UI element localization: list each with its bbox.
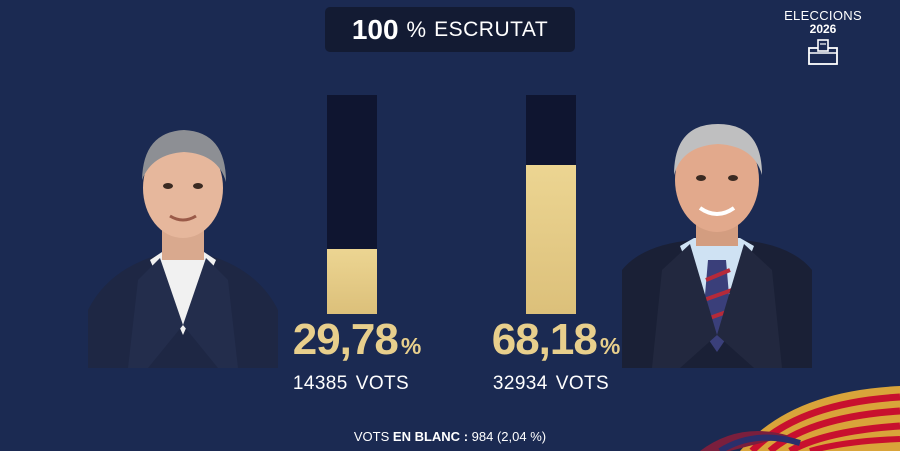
candidate-left-votes-count: 14385 [292, 373, 348, 394]
blank-votes-value: 984 (2,04 %) [471, 429, 547, 444]
candidate-right-percent: 68,18% [476, 318, 636, 362]
candidate-right-bar-fill [526, 164, 576, 314]
candidate-right-votes-label: VOTS [555, 373, 610, 394]
candidate-left-percent-sign: % [400, 333, 422, 359]
scrutiny-unit: % [406, 16, 427, 42]
candidate-left-portrait [88, 120, 278, 368]
blank-votes-prefix: VOTS [353, 429, 390, 444]
candidate-left-votes: 14385 VOTS [271, 373, 431, 395]
scrutiny-value: 100 [351, 13, 399, 45]
senyera-ribbon-decoration [700, 386, 900, 451]
candidate-right-bar [526, 95, 576, 314]
candidate-left-votes-label: VOTS [355, 373, 410, 394]
blank-votes-strong: EN BLANC [392, 429, 461, 444]
ballot-box-icon [808, 39, 838, 65]
blank-votes-separator: : [463, 429, 469, 444]
scrutiny-label: ESCRUTAT [434, 17, 549, 41]
candidate-left-bar-fill [327, 248, 377, 314]
candidate-right-percent-sign: % [599, 333, 621, 359]
brand-line2: 2026 [809, 22, 837, 36]
candidate-left-bar [327, 95, 377, 314]
candidate-left-percent-value: 29,78 [292, 315, 399, 364]
scrutiny-badge: 100 % ESCRUTAT [325, 7, 575, 52]
candidate-right-percent-value: 68,18 [491, 315, 598, 364]
candidate-right-votes-count: 32934 [492, 373, 548, 394]
candidate-right-votes: 32934 VOTS [471, 373, 631, 395]
candidate-left-percent: 29,78% [277, 318, 437, 362]
elections-logo: ELECCIONS 2026 [782, 9, 864, 66]
candidate-right-portrait [622, 120, 812, 368]
blank-votes: VOTS EN BLANC : 984 (2,04 %) [0, 429, 900, 444]
brand-line1: ELECCIONS [784, 8, 862, 23]
